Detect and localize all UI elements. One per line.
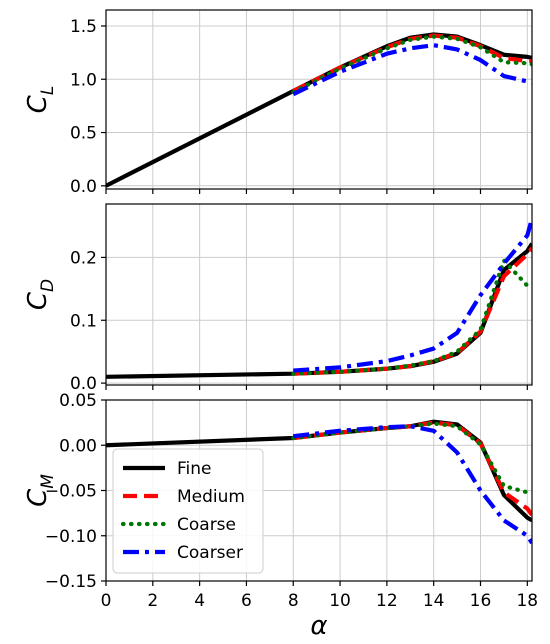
y-axis-label-cd: CD [23,279,58,310]
y-tick-label: 0.5 [70,124,97,144]
legend: Fine Medium Coarse Coarser [112,448,264,574]
series-line-coarser [293,217,532,373]
y-tick-label: 1.0 [70,70,97,90]
y-tick-label: 0.1 [70,311,97,331]
legend-label-coarser: Coarser [177,543,243,563]
legend-label-medium: Medium [177,487,245,507]
x-tick-label: 4 [194,591,205,611]
series-line-coarser [292,43,532,97]
y-tick-label: 0.2 [70,248,97,268]
panel-cd: 0.0 0.1 0.2 CD [23,203,533,394]
legend-label-coarse: Coarse [177,515,236,535]
panel-cl: 0.0 0.5 1.0 1.5 CL [23,9,533,197]
series-line-coarser [293,424,532,545]
y-tick-label: −0.15 [45,572,97,592]
x-tick-label: 12 [376,591,398,611]
legend-box [112,448,264,574]
x-tick-label: 18 [516,591,538,611]
x-tick-label: 14 [423,591,445,611]
axes-frame [105,203,533,386]
x-tick-label: 10 [329,591,351,611]
x-tick-label: 6 [241,591,252,611]
x-tick-label: 2 [147,591,158,611]
y-axis-label-cm: CM [23,474,58,507]
y-tick-label: 0.00 [59,436,97,456]
plots-layer: 0.0 0.5 1.0 1.5 CL 0.0 0.1 0.2 CD 0.05 0.00 −0.05 −0… [23,9,538,641]
panel-cm: 0.05 0.00 −0.05 −0.10 −0.150 2 4 6 8 10 12 14 16 18 CM… [23,391,538,641]
y-tick-label: −0.05 [45,482,97,502]
series-line-fine [106,242,532,379]
x-tick-label: 0 [101,591,112,611]
y-tick-label: 0.05 [59,391,97,411]
x-tick-label: 16 [470,591,492,611]
y-tick-label: 0.0 [70,374,97,394]
x-axis-label: α [310,611,327,641]
series-line-medium [292,33,532,93]
y-tick-label: 1.5 [70,17,97,37]
legend-label-fine: Fine [177,459,212,479]
series-line-coarse [291,34,532,95]
y-axis-label-cl: CL [23,86,58,114]
axes-frame [105,9,533,190]
x-tick-label: 8 [288,591,299,611]
series-line-fine [106,32,532,188]
y-tick-label: −0.10 [45,527,97,547]
y-tick-label: 0.0 [70,177,97,197]
series-line-coarse [291,258,532,376]
